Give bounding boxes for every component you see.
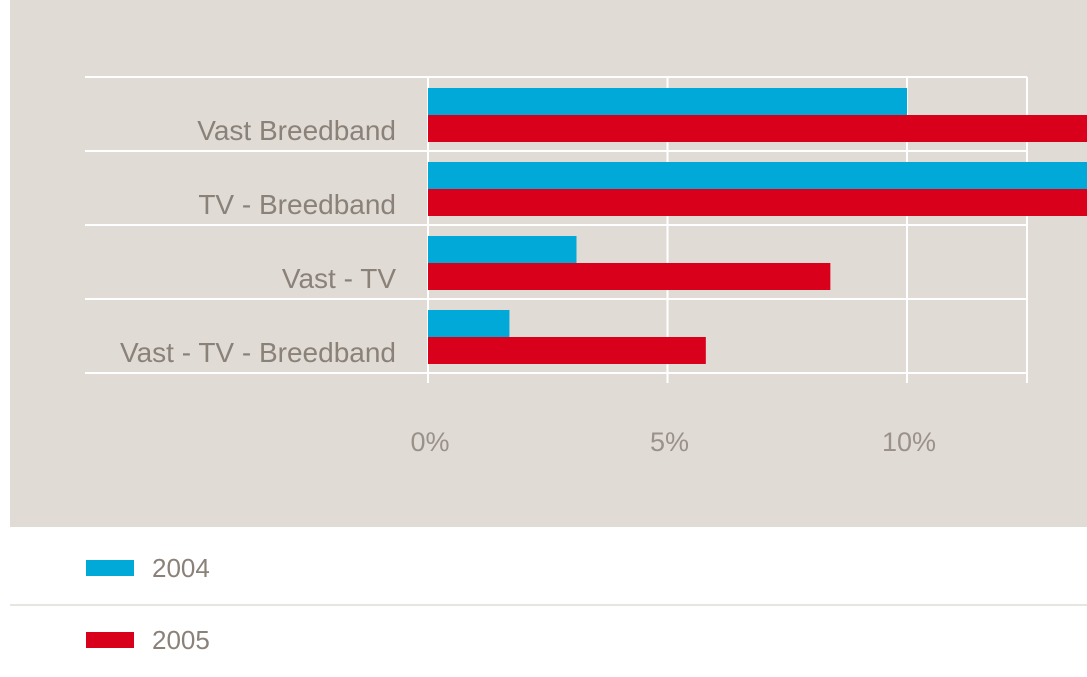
category-label: Vast Breedband [197, 115, 396, 146]
x-tick-label: 10% [882, 427, 936, 457]
x-tick-label: 0% [410, 427, 449, 457]
x-tick-label: 5% [650, 427, 689, 457]
legend-label-2005: 2005 [152, 624, 210, 655]
bar-2005 [428, 115, 1087, 142]
bar-2004 [428, 236, 577, 263]
legend-divider [10, 604, 1087, 606]
bar-2004 [428, 162, 1087, 189]
legend-label-2004: 2004 [152, 552, 210, 583]
bar-2005 [428, 337, 706, 364]
chart-panel: Vast Breedband TV - Breedband Vast - TV Vas… [10, 0, 1087, 527]
bar-chart: Vast Breedband TV - Breedband Vast - TV Vas… [85, 76, 1087, 457]
legend-item-2005: 2005 [0, 610, 1087, 670]
legend-item-2004: 2004 [0, 538, 1087, 598]
bar-2005 [428, 189, 1087, 216]
bar-2004 [428, 88, 907, 115]
legend-swatch-2005 [86, 632, 134, 648]
category-label: TV - Breedband [198, 189, 396, 220]
category-label: Vast - TV [282, 263, 396, 294]
category-label: Vast - TV - Breedband [120, 337, 396, 368]
bar-2005 [428, 263, 831, 290]
legend-swatch-2004 [86, 560, 134, 576]
bar-2004 [428, 310, 510, 337]
